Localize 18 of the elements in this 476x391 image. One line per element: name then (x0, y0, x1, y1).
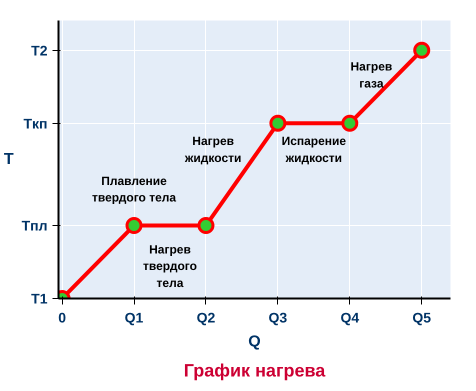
text: T1 (31, 290, 48, 306)
x-tick-label: 0 (58, 310, 66, 326)
x-axis-title: Q (248, 334, 261, 350)
annotation: Нагрев твердого тела (143, 242, 197, 290)
y-axis-title: T (4, 151, 14, 168)
text: График нагрева (184, 360, 326, 380)
annotation: Нагрев жидкости (184, 134, 242, 165)
text: Tкп (23, 115, 48, 132)
annotation: Испарение жидкости (282, 134, 346, 165)
text: Tпл (22, 218, 48, 234)
annotation: Плавление твердого тела (92, 174, 176, 205)
text: T2 (31, 42, 48, 58)
x-tick-label: Q3 (268, 310, 288, 326)
annotation: Нагрев газа (350, 60, 392, 91)
x-tick-label: Q1 (124, 310, 144, 326)
x-tick-label: Q5 (412, 310, 432, 326)
x-tick-label: Q4 (340, 310, 360, 326)
x-tick-label: Q2 (196, 310, 216, 326)
